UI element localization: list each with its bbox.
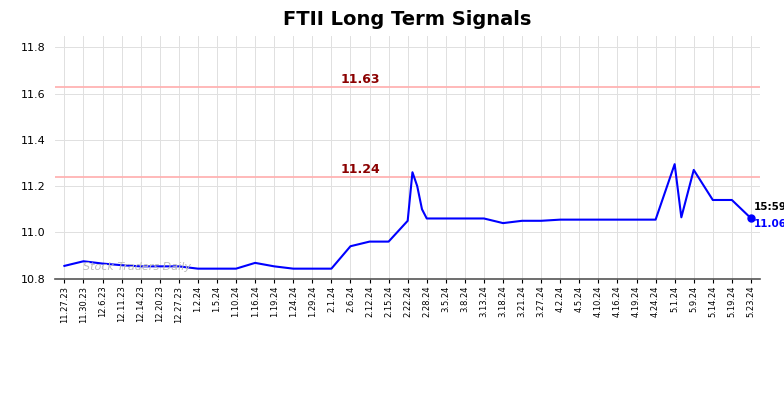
Text: 11.63: 11.63 xyxy=(341,72,380,86)
Title: FTII Long Term Signals: FTII Long Term Signals xyxy=(284,10,532,29)
Text: 15:59: 15:59 xyxy=(753,202,784,212)
Text: 11.24: 11.24 xyxy=(341,163,381,176)
Text: Stock Traders Daily: Stock Traders Daily xyxy=(83,261,191,272)
Text: 11.061: 11.061 xyxy=(753,219,784,229)
